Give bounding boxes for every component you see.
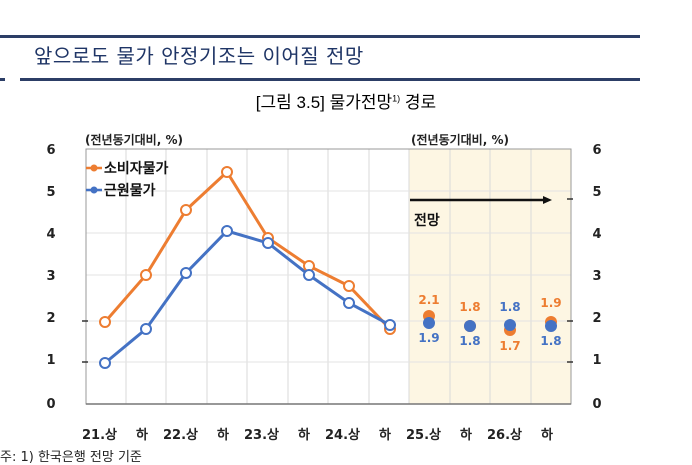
x-tick: 하	[379, 428, 391, 443]
core-label-26h1: 1.8	[499, 300, 520, 314]
y-tick-right: 1	[592, 353, 602, 368]
cpi-label-25h1: 2.1	[418, 293, 439, 307]
x-tick: 25.상	[406, 428, 441, 443]
legend: 소비자물가 근원물가	[86, 161, 169, 199]
y-tick-left: 5	[46, 185, 56, 200]
core-markers	[99, 225, 396, 369]
top-rule	[0, 35, 640, 38]
forecast-dots	[423, 310, 557, 336]
x-tick: 하	[136, 428, 148, 443]
y-tick-left: 6	[46, 143, 56, 158]
legend-core: 근원물가	[104, 183, 156, 199]
y-tick-left: 4	[46, 227, 56, 242]
cpi-label-26h2: 1.9	[540, 296, 561, 310]
x-tick: 24.상	[325, 428, 360, 443]
y-tick-left: 3	[46, 269, 56, 284]
x-tick: 26.상	[487, 428, 522, 443]
right-unit-label: (전년동기대비, %)	[411, 133, 509, 147]
y-tick-right: 3	[592, 269, 602, 284]
y-tick-left: 2	[46, 311, 56, 326]
cpi-label-25h2: 1.8	[459, 300, 480, 314]
y-tick-right: 6	[592, 143, 602, 158]
x-tick: 하	[541, 428, 553, 443]
y-tick-right: 4	[592, 227, 602, 242]
core-label-25h1: 1.9	[418, 331, 439, 345]
x-tick: 22.상	[163, 428, 198, 443]
y-tick-right: 2	[592, 311, 602, 326]
forecast-label: 전망	[414, 212, 440, 229]
figure-title-text: [그림 3.5] 물가전망	[255, 93, 393, 112]
legend-cpi: 소비자물가	[104, 161, 169, 177]
cpi-line	[103, 169, 392, 331]
x-tick: 23.상	[244, 428, 279, 443]
forecast-arrow	[410, 196, 552, 204]
figure-title-sup: 1)	[392, 93, 401, 104]
cpi-label-26h1: 1.7	[499, 339, 520, 353]
y-tick-left: 1	[46, 353, 56, 368]
bottom-rule	[20, 78, 640, 81]
x-tick: 하	[298, 428, 310, 443]
y-tick-left: 0	[46, 397, 56, 412]
cpi-markers	[99, 166, 396, 335]
y-tick-right: 0	[592, 397, 602, 412]
x-tick: 하	[460, 428, 472, 443]
core-label-25h2: 1.8	[459, 334, 480, 348]
headline: 앞으로도 물가 안정기조는 이어질 전망	[34, 44, 364, 68]
bottom-rule-left	[0, 78, 5, 81]
left-unit-label: (전년동기대비, %)	[85, 133, 183, 147]
y-tick-right: 5	[592, 185, 602, 200]
figure-title-suffix: 경로	[400, 93, 437, 112]
core-line	[104, 229, 391, 365]
figure-title: [그림 3.5] 물가전망1) 경로	[0, 88, 692, 113]
x-tick: 21.상	[82, 428, 117, 443]
forecast-value-labels: 2.1 1.9 1.8 1.8 1.8 1.7 1.9 1.8	[418, 293, 561, 353]
core-label-26h2: 1.8	[540, 334, 561, 348]
x-tick: 하	[217, 428, 229, 443]
